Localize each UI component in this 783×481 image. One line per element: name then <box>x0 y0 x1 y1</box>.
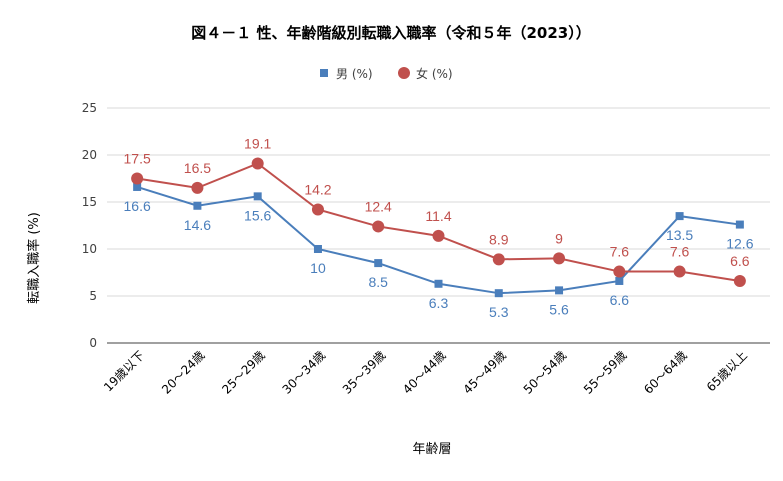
data-point-circle <box>553 252 566 265</box>
x-tick-label: 35～39歳 <box>340 348 388 396</box>
data-point-square <box>555 286 564 295</box>
data-point-square <box>193 201 202 210</box>
x-tick-label: 20～24歳 <box>159 348 207 396</box>
data-label: 14.2 <box>304 182 331 198</box>
x-tick-label: 65歳以上 <box>704 348 750 394</box>
data-label: 16.6 <box>124 198 151 214</box>
data-point-circle <box>673 265 686 278</box>
data-label: 7.6 <box>610 244 630 260</box>
data-point-square <box>675 212 684 221</box>
series-group <box>131 157 746 298</box>
y-tick-label: 15 <box>82 195 97 209</box>
data-point-circle <box>432 229 445 242</box>
data-label: 17.5 <box>124 151 151 167</box>
data-label: 10 <box>310 260 326 276</box>
y-tick-label: 10 <box>82 242 97 256</box>
data-label: 5.6 <box>549 301 569 317</box>
data-label: 19.1 <box>244 135 271 151</box>
data-point-circle <box>492 253 505 266</box>
x-tick-label: 60～64歳 <box>641 348 689 396</box>
data-point-circle <box>191 181 204 194</box>
x-axis-ticks: 19歳以下 20～24歳 25～29歳 30～34歳 35～39歳 40～44歳 45～49… <box>101 348 750 396</box>
chart-title: 図４－１ 性、年齢階級別転職入職率（令和５年（2023）） <box>191 24 590 42</box>
x-tick-label: 30～34歳 <box>280 348 328 396</box>
legend-label: 女 (%) <box>416 66 453 81</box>
x-tick-label: 25～29歳 <box>219 348 267 396</box>
y-tick-label: 0 <box>89 336 97 350</box>
data-point-square <box>434 279 443 288</box>
data-point-circle <box>311 203 324 216</box>
legend-label: 男 (%) <box>336 67 373 81</box>
data-label: 6.3 <box>429 295 449 311</box>
data-labels: 16.6 14.6 15.6 10 8.5 6.3 5.3 5.6 6.6 13.5 12.6 17.… <box>124 135 754 320</box>
x-tick-label: 45～49歳 <box>460 348 508 396</box>
data-label: 12.4 <box>365 198 392 214</box>
y-tick-label: 25 <box>82 101 97 115</box>
data-label: 14.6 <box>184 217 211 233</box>
data-label: 5.3 <box>489 304 509 320</box>
legend: 男 (%) 女 (%) <box>320 66 453 81</box>
x-tick-label: 40～44歳 <box>400 348 448 396</box>
x-tick-label: 50～54歳 <box>521 348 569 396</box>
data-point-square <box>374 259 383 268</box>
data-label: 6.6 <box>730 253 750 269</box>
data-label: 13.5 <box>666 227 693 243</box>
data-label: 6.6 <box>610 292 630 308</box>
data-label: 11.4 <box>425 208 451 224</box>
data-label: 8.5 <box>368 274 388 290</box>
x-tick-label: 55～59歳 <box>581 348 629 396</box>
data-label: 8.9 <box>489 231 509 247</box>
x-tick-label: 19歳以下 <box>101 348 147 394</box>
data-point-square <box>253 192 262 201</box>
data-point-square <box>735 220 744 229</box>
data-label: 12.6 <box>726 236 753 252</box>
data-point-circle <box>733 274 746 287</box>
data-point-square <box>313 245 322 253</box>
data-point-square <box>615 276 624 285</box>
data-label: 7.6 <box>670 244 690 260</box>
data-point-circle <box>372 220 385 233</box>
y-tick-label: 20 <box>82 148 97 162</box>
data-point-circle <box>251 157 264 170</box>
data-point-circle <box>131 172 144 185</box>
legend-marker-circle <box>398 67 410 79</box>
y-tick-label: 5 <box>89 289 97 303</box>
y-axis-title: 転職入職率 (%) <box>26 212 42 304</box>
legend-marker-square <box>320 69 328 77</box>
y-axis-ticks: 0 5 10 15 20 25 <box>82 101 97 350</box>
data-point-square <box>494 289 503 298</box>
x-axis-title: 年齢層 <box>412 442 451 457</box>
data-point-square <box>133 182 142 191</box>
data-label: 16.5 <box>184 160 211 176</box>
data-label: 9 <box>555 230 563 246</box>
data-point-circle <box>613 265 626 278</box>
data-label: 15.6 <box>244 207 271 223</box>
